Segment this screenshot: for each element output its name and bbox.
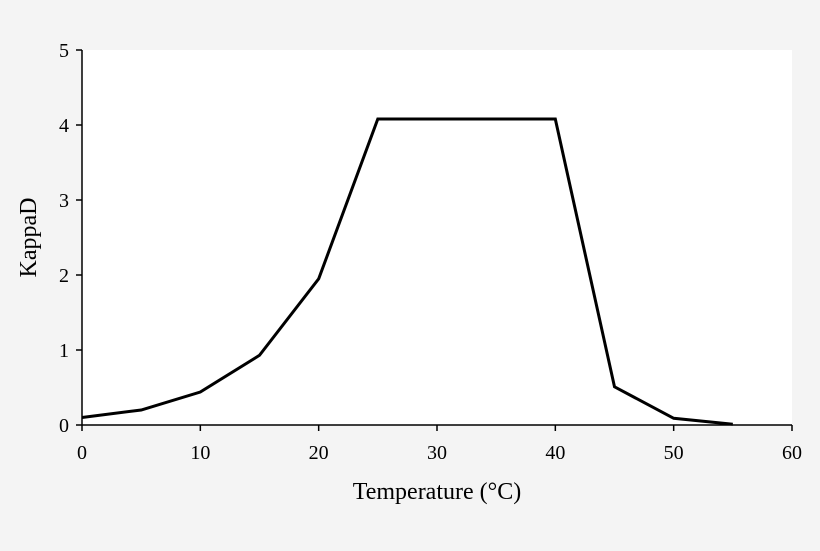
y-tick-label: 3 bbox=[59, 190, 69, 212]
plot-background bbox=[82, 50, 792, 425]
y-tick-label: 2 bbox=[59, 265, 69, 287]
y-axis-ticks: 0 1 2 3 4 5 bbox=[59, 40, 82, 437]
series-layer bbox=[81, 117, 733, 426]
x-axis-ticks: 0 10 20 30 40 50 60 bbox=[77, 425, 802, 464]
y-tick-label: 0 bbox=[59, 415, 69, 437]
x-tick-label: 60 bbox=[782, 442, 802, 464]
series-line bbox=[81, 117, 733, 426]
y-tick-label: 5 bbox=[59, 40, 69, 62]
x-axis-title: Temperature (°C) bbox=[353, 479, 522, 505]
x-tick-label: 30 bbox=[427, 442, 447, 464]
x-tick-label: 50 bbox=[664, 442, 684, 464]
y-tick-label: 1 bbox=[59, 340, 69, 362]
y-axis-title: KappaD bbox=[16, 198, 42, 278]
x-tick-label: 20 bbox=[309, 442, 329, 464]
x-tick-label: 40 bbox=[545, 442, 565, 464]
x-tick-label: 0 bbox=[77, 442, 87, 464]
x-tick-label: 10 bbox=[190, 442, 210, 464]
y-tick-label: 4 bbox=[59, 115, 69, 137]
